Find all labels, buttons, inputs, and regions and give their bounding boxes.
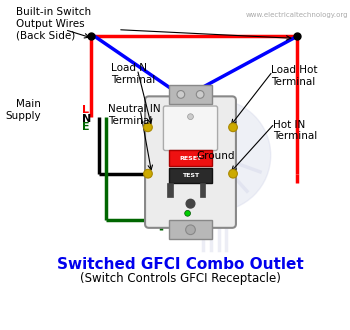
Text: Neutral IN
Terminal: Neutral IN Terminal: [108, 104, 161, 126]
Bar: [169, 220, 212, 240]
Bar: [167, 183, 173, 197]
Circle shape: [144, 123, 152, 132]
Circle shape: [185, 211, 190, 216]
Circle shape: [229, 169, 237, 178]
Text: TEST: TEST: [182, 173, 199, 178]
Text: N: N: [82, 114, 91, 124]
FancyBboxPatch shape: [145, 96, 236, 228]
Text: Ground: Ground: [196, 151, 235, 161]
Circle shape: [188, 114, 194, 119]
FancyBboxPatch shape: [199, 188, 230, 215]
Circle shape: [196, 90, 204, 98]
Text: Load Hot
Terminal: Load Hot Terminal: [271, 65, 317, 87]
Circle shape: [186, 199, 195, 208]
Text: www.electricaltechnology.org: www.electricaltechnology.org: [246, 12, 348, 18]
Text: Built-in Switch
Output Wires
(Back Side): Built-in Switch Output Wires (Back Side): [15, 8, 91, 41]
Circle shape: [177, 90, 185, 98]
Text: L: L: [82, 105, 89, 115]
Bar: [169, 85, 212, 104]
Bar: [169, 150, 212, 166]
Text: RESET: RESET: [180, 156, 202, 161]
Circle shape: [144, 169, 152, 178]
FancyBboxPatch shape: [163, 106, 218, 150]
Text: E: E: [82, 122, 90, 132]
Circle shape: [159, 99, 271, 212]
Bar: [169, 168, 212, 183]
Text: Switched GFCI Combo Outlet: Switched GFCI Combo Outlet: [57, 257, 304, 272]
Circle shape: [186, 225, 195, 235]
Text: Load N
Terminal: Load N Terminal: [111, 63, 155, 85]
Bar: [200, 183, 205, 197]
Text: (Switch Controls GFCI Receptacle): (Switch Controls GFCI Receptacle): [80, 272, 281, 285]
Text: Main
Supply: Main Supply: [5, 99, 41, 121]
Circle shape: [229, 123, 237, 132]
Text: Hot IN
Terminal: Hot IN Terminal: [273, 119, 317, 141]
